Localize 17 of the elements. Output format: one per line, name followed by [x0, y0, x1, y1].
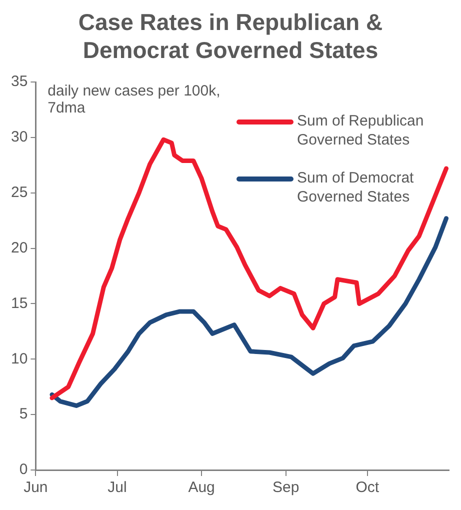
x-tick-label: Jun: [24, 479, 48, 496]
x-tick-label: Jul: [108, 479, 127, 496]
legend-label: Sum of Democrat Governed States: [297, 170, 415, 206]
y-tick-label: 25: [10, 184, 28, 201]
y-tick-label: 35: [10, 73, 28, 90]
y-tick-label: 20: [10, 239, 28, 256]
x-tick-label: Sep: [272, 479, 300, 496]
annotation: daily new cases per 100k, 7dma: [48, 82, 220, 117]
y-tick-label: 5: [19, 406, 28, 423]
y-tick-label: 30: [10, 128, 28, 146]
y-tick-label: 0: [19, 461, 28, 478]
y-tick-label: 10: [10, 350, 28, 368]
x-tick-label: Aug: [188, 479, 215, 496]
chart-title: Case Rates in Republican & Democrat Governed States: [77, 8, 384, 64]
x-tick-label: Oct: [356, 479, 380, 496]
legend-label: Sum of Republican Governed States: [297, 112, 424, 149]
y-tick-label: 15: [10, 294, 28, 312]
